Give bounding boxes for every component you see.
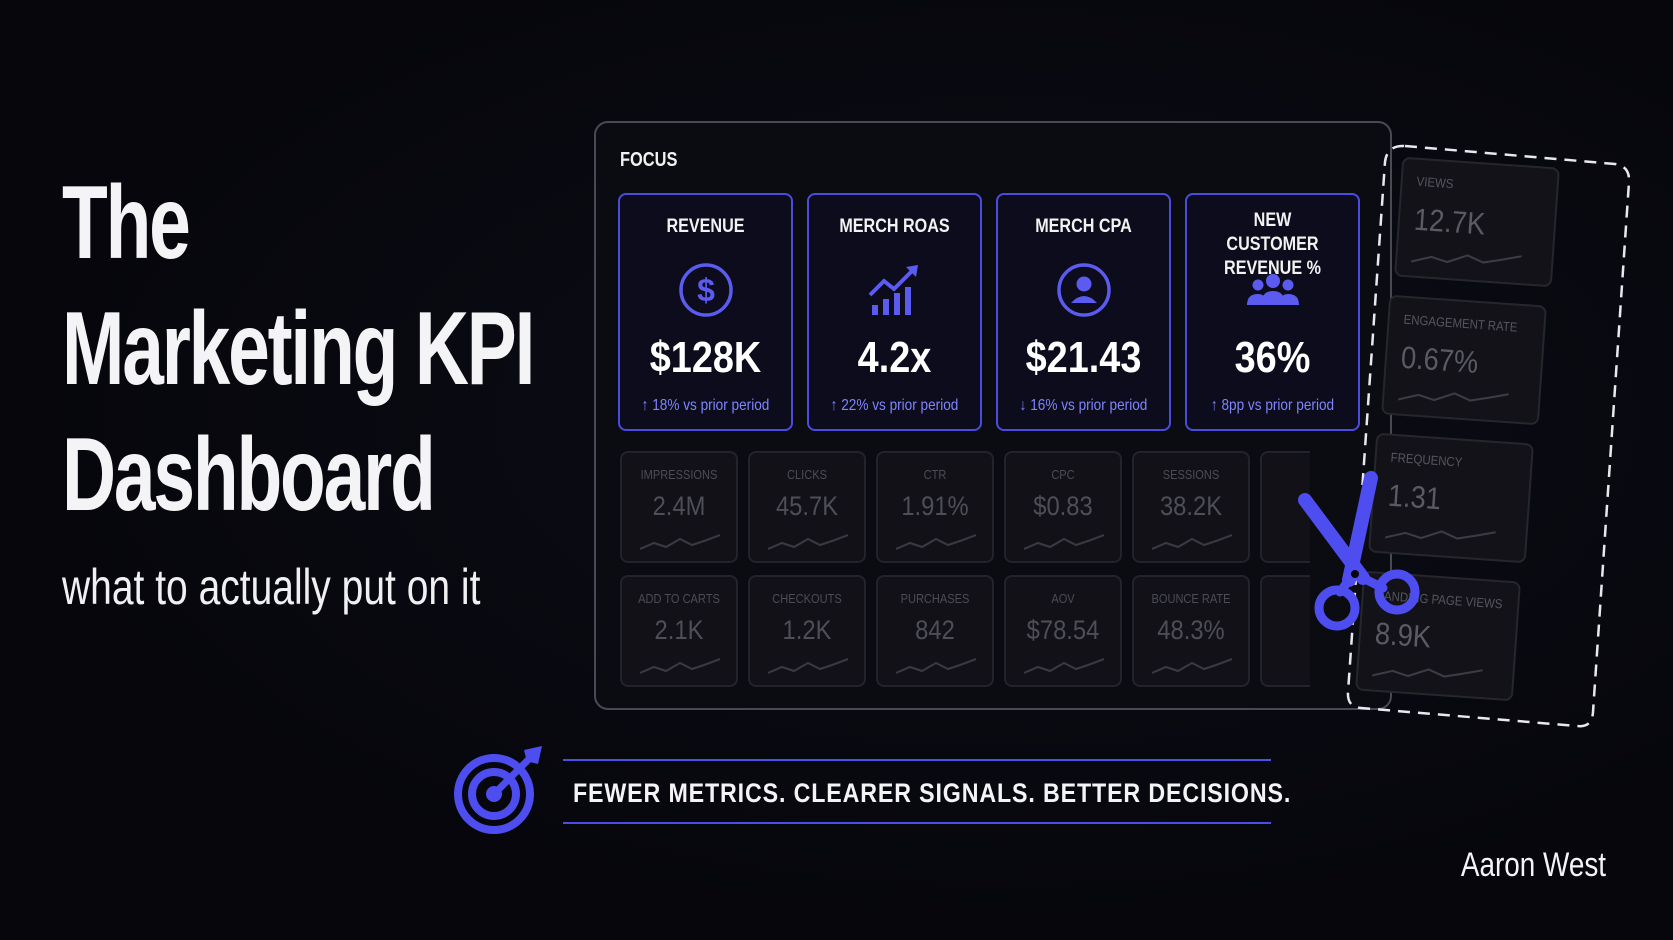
sparkline-icon bbox=[1371, 668, 1483, 678]
metric-label: IMPRESSIONS bbox=[640, 467, 718, 482]
target-icon bbox=[454, 746, 542, 834]
dollar-circle-icon: $ bbox=[678, 263, 733, 317]
kpi-title: REVENUE bbox=[666, 216, 745, 237]
sparkline-icon bbox=[1024, 534, 1104, 550]
metric-label: SESSIONS bbox=[1162, 467, 1220, 482]
cut-card-fragment bbox=[1260, 575, 1310, 687]
sparkline-icon bbox=[1152, 658, 1232, 674]
sparkline-icon bbox=[768, 658, 848, 674]
metric-value: 38.2K bbox=[1159, 491, 1223, 521]
metric-card-bounce-rate[interactable]: BOUNCE RATE 48.3% bbox=[1132, 575, 1250, 687]
metric-card-sessions[interactable]: SESSIONS 38.2K bbox=[1132, 451, 1250, 563]
user-circle-icon bbox=[1056, 263, 1111, 317]
kpi-title: NEW CUSTOMER REVENUE % bbox=[1224, 210, 1321, 279]
metric-card-cpc[interactable]: CPC $0.83 bbox=[1004, 451, 1122, 563]
strip-card-views[interactable]: VIEWS 12.7K bbox=[1394, 156, 1560, 288]
kpi-change: ↓ 16% vs prior period bbox=[1019, 397, 1148, 414]
kpi-title: MERCH CPA bbox=[1035, 216, 1132, 237]
metric-value: $78.54 bbox=[1026, 615, 1100, 645]
sparkline-icon bbox=[640, 534, 720, 550]
metric-value: 48.3% bbox=[1157, 615, 1225, 645]
metric-label: PURCHASES bbox=[900, 591, 970, 606]
strip-card-landing-page-views[interactable]: LANDING PAGE VIEWS 8.9K bbox=[1355, 570, 1521, 702]
metric-value: 12.7K bbox=[1412, 201, 1487, 242]
sparkline-icon bbox=[1152, 534, 1232, 550]
title-line-3: Dashboard bbox=[62, 417, 436, 533]
metric-value: 2.1K bbox=[654, 615, 704, 645]
metric-card-aov[interactable]: AOV $78.54 bbox=[1004, 575, 1122, 687]
metric-label: CPC bbox=[1051, 467, 1075, 482]
metric-card-ctr[interactable]: CTR 1.91% bbox=[876, 451, 994, 563]
kpi-title: MERCH ROAS bbox=[839, 216, 950, 237]
metric-value: 1.2K bbox=[782, 615, 832, 645]
sparkline-icon bbox=[640, 658, 720, 674]
metric-label: FREQUENCY bbox=[1390, 449, 1463, 470]
growth-chart-icon bbox=[868, 265, 918, 315]
kpi-card-merch-cpa[interactable]: MERCH CPA $21.43 ↓ 16% vs prior period bbox=[996, 193, 1171, 431]
sparkline-icon bbox=[1384, 530, 1496, 540]
metric-label: VIEWS bbox=[1416, 173, 1455, 192]
dashed-cut-border bbox=[1346, 144, 1631, 728]
subtitle: what to actually put on it bbox=[62, 559, 481, 615]
kpi-card-merch-roas[interactable]: MERCH ROAS 4.2x ↑ 22% vs prior period bbox=[807, 193, 982, 431]
metric-value: 1.91% bbox=[901, 491, 969, 521]
kpi-card-new-customer-revenue[interactable]: NEW CUSTOMER REVENUE % 36% ↑ 8pp vs prio… bbox=[1185, 193, 1360, 431]
strip-card-engagement-rate[interactable]: ENGAGEMENT RATE 0.67% bbox=[1381, 294, 1547, 426]
metric-label: ADD TO CARTS bbox=[638, 591, 720, 606]
tagline: FEWER METRICS. CLEARER SIGNALS. BETTER D… bbox=[573, 778, 1292, 808]
title-line-2: Marketing KPI bbox=[62, 291, 535, 407]
author-name: Aaron West bbox=[1460, 846, 1606, 884]
kpi-card-revenue[interactable]: REVENUE $ $128K ↑ 18% vs prior period bbox=[618, 193, 793, 431]
main-title: The Marketing KPI Dashboard bbox=[62, 160, 622, 538]
scissors-icon bbox=[1298, 471, 1420, 631]
metric-label: CTR bbox=[923, 467, 947, 482]
metric-value: 842 bbox=[915, 615, 955, 645]
sparkline-icon bbox=[768, 534, 848, 550]
metric-label: ENGAGEMENT RATE bbox=[1403, 311, 1518, 335]
kpi-value: $128K bbox=[649, 333, 762, 382]
strip-card-frequency[interactable]: FREQUENCY 1.31 bbox=[1368, 432, 1534, 564]
metric-label: BOUNCE RATE bbox=[1151, 591, 1231, 606]
metric-value: 2.4M bbox=[652, 491, 706, 521]
dashboard-panel: FOCUS REVENUE $ $128K ↑ 18% vs prior per… bbox=[594, 121, 1392, 710]
kpi-value: 4.2x bbox=[857, 333, 932, 382]
kpi-value: 36% bbox=[1234, 333, 1311, 382]
metric-card-purchases[interactable]: PURCHASES 842 bbox=[876, 575, 994, 687]
metric-value: $0.83 bbox=[1033, 491, 1093, 521]
removed-metrics-strip: VIEWS 12.7K ENGAGEMENT RATE 0.67% FREQUE… bbox=[1345, 142, 1645, 732]
kpi-change: ↑ 8pp vs prior period bbox=[1210, 397, 1335, 414]
group-icon bbox=[1246, 274, 1299, 305]
metric-label: CLICKS bbox=[787, 467, 827, 482]
sparkline-icon bbox=[896, 534, 976, 550]
title-line-1: The bbox=[62, 165, 191, 281]
kpi-value: $21.43 bbox=[1025, 333, 1142, 382]
metric-card-checkouts[interactable]: CHECKOUTS 1.2K bbox=[748, 575, 866, 687]
tagline-rule-top bbox=[563, 759, 1271, 761]
kpi-change: ↑ 22% vs prior period bbox=[830, 397, 959, 414]
metric-label: CHECKOUTS bbox=[772, 591, 842, 606]
metric-card-impressions[interactable]: IMPRESSIONS 2.4M bbox=[620, 451, 738, 563]
svg-text:$: $ bbox=[697, 272, 715, 308]
sparkline-icon bbox=[896, 658, 976, 674]
metric-card-add-to-carts[interactable]: ADD TO CARTS 2.1K bbox=[620, 575, 738, 687]
sparkline-icon bbox=[1024, 658, 1104, 674]
sparkline-icon bbox=[1410, 254, 1522, 264]
metric-value: 45.7K bbox=[775, 491, 839, 521]
focus-label: FOCUS bbox=[620, 149, 678, 171]
metric-value: 0.67% bbox=[1399, 339, 1480, 380]
metric-label: AOV bbox=[1051, 591, 1075, 606]
sparkline-icon bbox=[1397, 392, 1509, 402]
tagline-rule-bottom bbox=[563, 822, 1271, 824]
kpi-change: ↑ 18% vs prior period bbox=[641, 397, 770, 414]
metric-card-clicks[interactable]: CLICKS 45.7K bbox=[748, 451, 866, 563]
